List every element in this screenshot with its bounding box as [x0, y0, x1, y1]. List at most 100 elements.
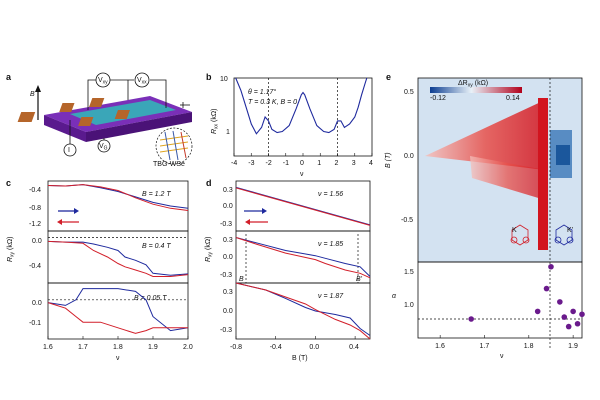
chart-c-xtick: 1.6	[43, 344, 53, 351]
chart-d-xtick: -0.4	[270, 344, 282, 351]
chart-b-xtick: 1	[317, 160, 321, 167]
sweep-down-arrowhead	[245, 219, 250, 225]
inset-k-label: K	[512, 227, 517, 234]
chart-d-ytick: -0.3	[220, 272, 232, 279]
chart-c-ytick: -1.2	[29, 221, 41, 228]
heatmap-red-band	[538, 98, 548, 250]
gate-voltage	[97, 139, 111, 153]
vxy-label: Vxy	[98, 77, 108, 86]
alpha-point	[557, 299, 563, 305]
panel-c-label: c	[6, 178, 11, 188]
alpha-point	[548, 263, 554, 270]
wire	[150, 79, 167, 108]
chart-c3-blue-series	[47, 288, 189, 332]
alpha-point	[565, 323, 572, 330]
chart-d-xtick: 0.4	[349, 344, 359, 351]
vxx-label: Vxx	[137, 77, 147, 86]
chart-d3-blue-series	[235, 282, 371, 336]
inset-kprime: K'	[554, 224, 574, 246]
chart-c-xtick: 1.7	[78, 344, 88, 351]
inset-kprime-label: K'	[567, 227, 573, 234]
chart-b-ylabel: Rxx(kΩ)	[211, 109, 220, 134]
heatmap-red-fan-lower	[470, 156, 545, 200]
alpha-point	[534, 308, 541, 315]
panel-a-label: a	[6, 72, 12, 82]
chart-e-ytick: 0.5	[404, 89, 414, 96]
chart-b-xtick: 2	[335, 160, 339, 167]
contact	[59, 103, 75, 112]
chart-c-subplot-2-title: B = 0.4 T	[142, 243, 171, 250]
heatmap-red-fan-upper	[425, 100, 545, 170]
chart-b-xtick: -3	[248, 160, 254, 167]
alpha-point	[574, 320, 581, 327]
chart-d: ν = 1.56 ν = 1.85 ν = 1.87 0.3 0.0 -0.3 …	[205, 180, 371, 362]
moire-lattice	[159, 130, 189, 161]
chart-b-xtick: -2	[266, 160, 272, 167]
alpha-ytick: 1.0	[404, 302, 414, 309]
chart-d-ytick: -0.3	[220, 221, 232, 228]
alpha-xlabel: ν	[500, 353, 504, 360]
chart-c-ytick: -0.4	[29, 187, 41, 194]
chart-b-annotation: T = 0.3 K, B = 0	[248, 99, 297, 106]
alpha-xtick: 1.9	[568, 343, 578, 350]
tbg-label: TBG-WSe	[153, 161, 185, 168]
wire	[87, 79, 96, 110]
chart-b-xtick: 3	[352, 160, 356, 167]
chart-d-marker-b-label: B	[239, 276, 244, 283]
chart-d-subplot-1-title: ν = 1.56	[318, 191, 343, 198]
alpha-point	[579, 311, 585, 318]
chart-c-subplot-1	[47, 180, 189, 232]
colorbar-min: -0.12	[430, 95, 446, 102]
chart-e-alpha: 1.5 1.0 α 1.6 1.7 1.8 1.9 ν	[392, 261, 585, 360]
contact	[17, 112, 36, 122]
panel-b-label: b	[206, 72, 212, 82]
substrate-left	[44, 115, 86, 142]
contact	[89, 98, 105, 107]
panel-e-label: e	[386, 72, 391, 82]
colorbar-label: ΔRxy (kΩ)	[458, 80, 488, 89]
chart-c-subplot-3-title: B = 0.05 T	[134, 295, 167, 302]
chart-b-xtick: 4	[369, 160, 373, 167]
chart-c-ytick: 0.0	[32, 238, 42, 245]
alpha-xtick: 1.6	[435, 343, 445, 350]
alpha-point	[570, 308, 576, 315]
chart-c: B = 1.2 T B = 0.4 T B = 0.05 T -0.4 -0.8…	[7, 180, 193, 362]
chart-c-ylabel: Rxy(kΩ)	[7, 237, 16, 262]
chart-c-ytick: -0.1	[29, 320, 41, 327]
b-field-arrowhead	[35, 85, 41, 92]
colorbar-max: 0.14	[506, 95, 520, 102]
chart-e-heatmap: -0.12 0.14 ΔRxy (kΩ) 0.5 0.0 -0.5 B (T) K…	[385, 77, 583, 350]
sweep-down-arrowhead	[57, 219, 62, 225]
chart-d1-red-series	[235, 187, 371, 226]
chart-d-ytick: 0.0	[223, 308, 233, 315]
chart-b-xtick: -1	[283, 160, 289, 167]
vxx-meter	[134, 72, 150, 88]
heatmap-blue-core	[556, 145, 570, 165]
chart-d-subplot-3	[235, 282, 371, 340]
alpha-ylabel: α	[392, 293, 397, 300]
chart-e-ylabel: B (T)	[385, 152, 392, 168]
chart-d-subplot-2-title: ν = 1.85	[318, 241, 343, 248]
alpha-ytick: 1.5	[404, 269, 414, 276]
chart-b-ytick: 1	[226, 129, 230, 136]
chart-d-xtick: -0.8	[230, 344, 242, 351]
alpha-xtick: 1.7	[479, 343, 489, 350]
chart-c-ytick: 0.0	[32, 300, 42, 307]
chart-e-ytick: 0.0	[404, 153, 414, 160]
vxy-meter	[95, 72, 111, 88]
chart-c-xtick: 1.9	[148, 344, 158, 351]
chart-e-ytick: -0.5	[401, 217, 413, 224]
b-field-label: B	[30, 91, 35, 98]
chart-c1-red-series	[47, 184, 189, 211]
inset-k: K	[510, 224, 530, 246]
chart-b-xtick: 0	[300, 160, 304, 167]
chart-d-marker-bprime-label: B'	[356, 276, 363, 283]
chart-b: -4 -3 -2 -1 0 1 2 3 4 ν Rxx(kΩ) 10 1 θ = 1.17° T…	[211, 76, 373, 178]
current-label: I	[68, 147, 70, 154]
chart-d-ytick: 0.3	[223, 237, 233, 244]
gate-label: VG	[99, 143, 108, 152]
sweep-up-arrowhead	[74, 208, 79, 214]
alpha-xtick: 1.8	[524, 343, 534, 350]
chart-d1-blue-series	[235, 186, 371, 226]
